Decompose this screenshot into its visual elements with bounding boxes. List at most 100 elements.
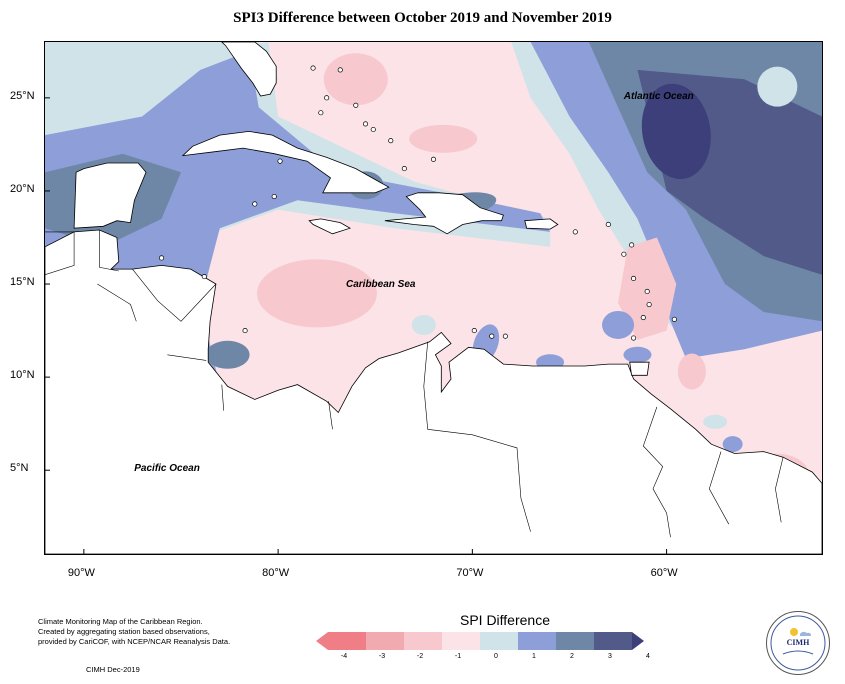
spi-anomaly-area <box>602 310 635 339</box>
lat-tick-label: 15°N <box>10 276 35 289</box>
island <box>337 67 343 73</box>
land-yucatan <box>73 162 147 229</box>
island <box>277 158 283 164</box>
island <box>644 288 650 295</box>
island <box>629 242 635 248</box>
map-panel[interactable] <box>44 41 823 555</box>
island <box>631 275 637 282</box>
credits-line: Created by aggregating station based obs… <box>38 627 210 636</box>
credits-line: Climate Monitoring Map of the Caribbean … <box>38 617 203 626</box>
island <box>401 166 407 172</box>
island <box>271 193 277 200</box>
map-title: SPI3 Difference between October 2019 and… <box>233 10 612 26</box>
country-border <box>708 451 730 525</box>
spi-anomaly-area <box>722 436 743 453</box>
legend-tick-label: -3 <box>378 653 386 660</box>
land-jamaica <box>308 218 351 235</box>
spi-anomaly-area <box>323 53 388 106</box>
legend-tick-label: -2 <box>416 653 424 660</box>
lon-tick-label: 60°W <box>650 567 678 579</box>
land-hispaniola <box>384 192 504 235</box>
legend-color-segment <box>366 632 404 650</box>
island <box>430 156 437 162</box>
legend-arrow-low <box>316 632 328 650</box>
island <box>324 95 330 101</box>
lat-tick-label: 25°N <box>10 89 35 102</box>
island <box>572 229 578 235</box>
country-border <box>221 384 224 411</box>
island <box>242 328 248 334</box>
spi-anomaly-area <box>618 237 677 340</box>
lon-tick-label: 80°W <box>262 567 290 579</box>
legend-color-segment <box>404 632 442 650</box>
legend-tick-label: 3 <box>608 653 612 660</box>
island <box>388 138 394 144</box>
land-florida <box>221 42 277 97</box>
island <box>318 110 324 116</box>
legend-tick-label: -4 <box>340 653 348 660</box>
legend-color-segment <box>594 632 632 650</box>
legend-arrow-high <box>632 632 644 650</box>
island <box>502 333 508 339</box>
lat-tick-label: 20°N <box>10 182 35 195</box>
legend-color-segment <box>442 632 480 650</box>
credits-footer: CIMH Dec-2019 <box>86 665 140 674</box>
spi-anomaly-area <box>205 340 250 369</box>
country-border <box>99 230 119 272</box>
lon-tick-label: 70°W <box>456 567 484 579</box>
island <box>671 316 677 322</box>
sun-cloud-icon <box>770 615 826 671</box>
credits-block: Climate Monitoring Map of the Caribbean … <box>38 617 238 647</box>
island <box>646 301 652 308</box>
island <box>252 201 258 207</box>
lat-tick-label: 10°N <box>10 369 35 382</box>
region-label: Atlantic Ocean <box>623 90 694 102</box>
island <box>370 126 376 133</box>
cimh-logo: CIMH <box>766 611 830 675</box>
island <box>605 221 611 228</box>
country-border <box>167 354 207 361</box>
legend-tick-label: 4 <box>646 653 650 660</box>
island <box>353 102 359 108</box>
country-border <box>132 268 217 322</box>
legend-title: SPI Difference <box>459 612 550 628</box>
lat-tick-label: 5°N <box>10 462 29 475</box>
spi-anomaly-area <box>409 124 478 153</box>
region-label: Caribbean Sea <box>345 278 416 290</box>
land-trinidad <box>629 361 650 376</box>
legend-color-segment <box>556 632 594 650</box>
spi-anomaly-area <box>623 346 652 363</box>
legend-color-segment <box>328 632 366 650</box>
island <box>621 251 627 257</box>
island <box>640 314 646 321</box>
land-cuba <box>181 130 390 194</box>
legend-colorbar <box>316 632 644 650</box>
spi-anomaly-area <box>641 83 711 180</box>
spi-anomaly-area <box>411 314 436 335</box>
island <box>471 328 477 334</box>
island <box>631 335 637 341</box>
lon-tick-label: 90°W <box>67 567 95 579</box>
country-border <box>642 406 671 538</box>
land-puerto-rico <box>524 218 559 230</box>
legend-tick-label: 1 <box>532 653 536 660</box>
legend-color-segment <box>480 632 518 650</box>
country-border <box>97 283 137 322</box>
legend-tick-label: -1 <box>454 653 462 660</box>
spi-anomaly-area <box>256 259 377 328</box>
island <box>201 274 207 280</box>
map-canvas <box>45 42 822 554</box>
legend-tick-label: 0 <box>494 653 498 660</box>
legend-color-segment <box>518 632 556 650</box>
country-border <box>775 457 784 523</box>
spi-anomaly-area <box>757 66 798 107</box>
island <box>159 255 165 261</box>
credits-line: provided by CariCOF, with NCEP/NCAR Rean… <box>38 637 231 646</box>
region-label: Pacific Ocean <box>134 463 200 475</box>
country-border <box>45 231 75 275</box>
legend-tick-label: 2 <box>570 653 574 660</box>
spi-anomaly-area <box>703 414 728 429</box>
island <box>310 65 316 71</box>
spi-anomaly-area <box>677 353 706 390</box>
island <box>362 121 369 127</box>
